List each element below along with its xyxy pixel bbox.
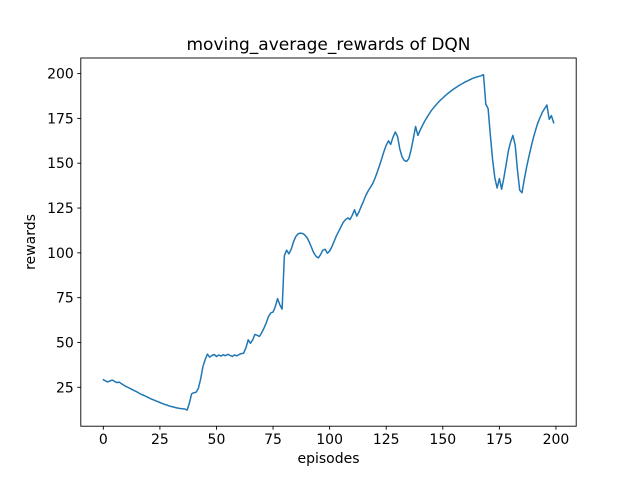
reward-line [102,73,555,411]
y-tick-label: 25 [56,380,74,396]
y-tick-label: 50 [56,335,74,351]
x-axis-label: episodes [297,451,360,467]
x-tick-label: 125 [373,432,400,448]
x-tick-label: 0 [99,432,108,448]
x-tick-label: 100 [316,432,343,448]
x-tick-label: 200 [543,432,570,448]
y-tick-label: 150 [47,156,74,172]
x-tick-label: 25 [151,432,169,448]
axes-spines [80,57,577,427]
y-tick-label: 100 [47,246,74,262]
y-tick-label: 125 [47,201,74,217]
x-tick-label: 175 [486,432,513,448]
y-tick-label: 75 [56,291,74,307]
x-tick-label: 150 [429,432,456,448]
x-tick-label: 50 [208,432,226,448]
y-tick-label: 175 [47,111,74,127]
chart-title: moving_average_rewards of DQN [186,35,471,55]
y-tick-label: 200 [47,67,74,83]
x-tick-label: 75 [264,432,282,448]
